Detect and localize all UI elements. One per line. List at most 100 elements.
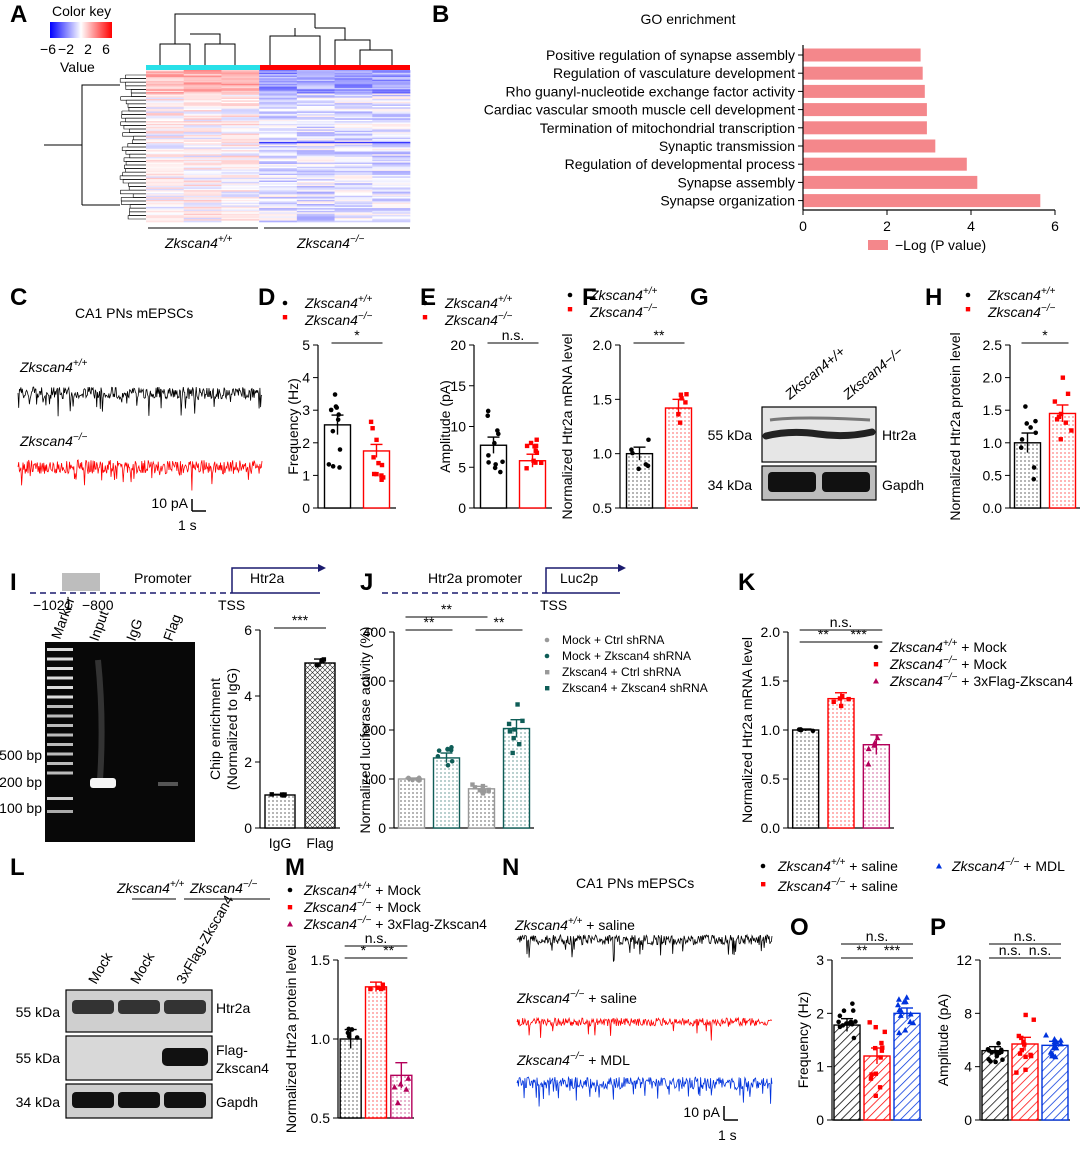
heatmap-cell (146, 157, 185, 159)
heatmap-cell (146, 161, 185, 163)
heatmap-cell (183, 86, 222, 89)
heatmap-cell (221, 71, 260, 74)
heatmap-cell (146, 217, 185, 220)
heatmap-cell (221, 154, 260, 156)
gel-smear (95, 659, 105, 781)
y-tick-label: 100 (363, 771, 387, 787)
data-point (337, 447, 343, 452)
y-tick-label: 0 (244, 820, 252, 836)
data-point (1033, 430, 1039, 436)
heatmap-cell (259, 192, 298, 195)
heatmap-cell (296, 70, 335, 72)
heatmap-cell (372, 184, 411, 187)
data-point (337, 465, 342, 470)
heatmap-cell (372, 130, 411, 133)
heatmap-cell (334, 93, 373, 96)
legend-ko: Zkscan4−/− (987, 303, 1056, 320)
heatmap-cell (259, 99, 298, 101)
heatmap-cell (221, 179, 260, 181)
heatmap-cell (259, 147, 298, 150)
heatmap-cell (146, 92, 185, 94)
data-point (330, 464, 336, 469)
panel-label-i: I (10, 569, 17, 596)
bar (893, 1012, 921, 1121)
heatmap-cell (183, 75, 222, 78)
y-tick-label: 10 (450, 419, 466, 435)
panel-label-k: K (738, 569, 756, 596)
heatmap-cell (334, 79, 373, 82)
heatmap-cell (221, 119, 260, 122)
data-point (838, 703, 844, 709)
heatmap-cell (146, 204, 185, 206)
blot-lane-wt: Zkscan4+/+ (781, 343, 848, 403)
heatmap-cell (221, 118, 260, 121)
data-point (1057, 1037, 1064, 1043)
heatmap-cell (146, 123, 185, 126)
data-point (850, 1001, 855, 1006)
heatmap-cell (146, 83, 185, 86)
heatmap-cell (146, 126, 185, 129)
heatmap-cell (334, 209, 373, 212)
data-point (371, 471, 377, 477)
legend-wt: Zkscan4+/+ (589, 286, 658, 303)
heatmap-cell (296, 152, 335, 155)
heatmap-cell (146, 87, 185, 90)
heatmap-cell (334, 78, 373, 80)
legend-n-wt: Zkscan4+/+ + saline (777, 857, 898, 874)
heatmap-cell (221, 173, 260, 176)
heatmap-cell (221, 172, 260, 174)
data-point (405, 1075, 412, 1081)
go-term: Cardiac vascular smooth muscle cell deve… (484, 102, 795, 118)
heatmap-cell (296, 92, 335, 94)
data-point (865, 745, 872, 752)
data-point (1033, 418, 1038, 424)
heatmap-cell (334, 173, 373, 176)
heatmap-cell (372, 108, 411, 111)
data-point (646, 437, 651, 443)
heatmap-cell (146, 121, 185, 123)
heatmap-cell (259, 205, 298, 208)
heatmap-cell (372, 208, 411, 210)
heatmap-cell (259, 81, 298, 83)
trace-wt-saline (516, 933, 773, 962)
data-point (1019, 1035, 1024, 1041)
heatmap-cell (296, 217, 335, 220)
heatmap-cell (183, 112, 222, 115)
bar (791, 729, 820, 829)
legend-wt: Zkscan4+/+ (444, 294, 513, 311)
heatmap-cell (334, 151, 373, 154)
legend-marker (287, 921, 293, 927)
heatmap-cell (146, 90, 185, 93)
data-point (481, 788, 487, 793)
chart-i: 0 2 4 6 Chip enrichment (Normalized to IgG) Ig… (207, 612, 340, 851)
kda-label: 55 kDa (16, 1004, 61, 1020)
heatmap-cell (221, 137, 260, 140)
heatmap-cell (296, 188, 335, 191)
heatmap-cell (146, 116, 185, 119)
y-tick-label: 0.5 (761, 771, 781, 787)
data-point (865, 760, 872, 767)
go-xtick-label: 2 (883, 218, 891, 234)
chart-m: 0.5 1.0 1.5 Normalized Htr2a protein level n… (283, 930, 414, 1133)
heatmap-cell (259, 158, 298, 161)
heatmap-cell (296, 179, 335, 181)
heatmap-cell (183, 168, 222, 170)
go-legend-label: −Log (P value) (895, 237, 986, 253)
heatmap-cell (372, 100, 411, 103)
heatmap-cell (296, 87, 335, 90)
heatmap-cell (183, 107, 222, 109)
heatmap-cell (221, 92, 260, 94)
heatmap-cell (334, 204, 373, 206)
data-point (879, 1048, 885, 1053)
heatmap-cell (183, 114, 222, 116)
heatmap-cell (221, 111, 260, 114)
sig-label: n.s. (365, 930, 388, 946)
legend-marker (287, 887, 293, 893)
heatmap-cell (221, 72, 260, 75)
gel-lane-label: Input (86, 608, 112, 643)
heatmap-cell (221, 166, 260, 169)
heatmap-cell (146, 74, 185, 76)
heatmap-cell (221, 74, 260, 76)
heatmap-cell (146, 86, 185, 89)
